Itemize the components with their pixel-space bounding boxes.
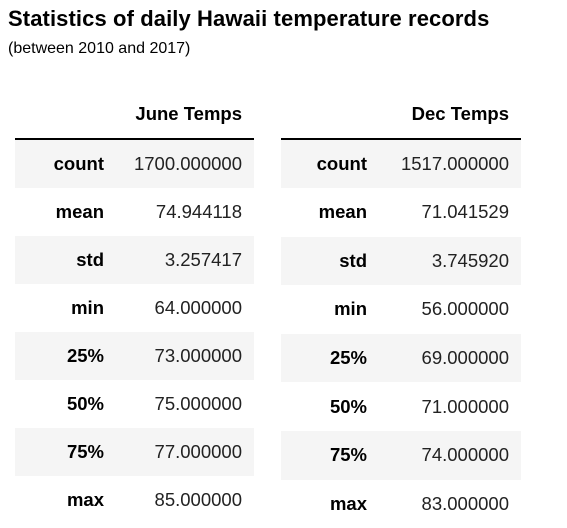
row-value: 71.000000 — [421, 395, 509, 417]
table-row: 25% 73.000000 — [15, 332, 254, 380]
row-label: 50% — [66, 393, 104, 414]
row-value: 64.000000 — [154, 297, 242, 318]
table-header-row: Dec Temps — [281, 90, 521, 140]
row-value: 3.257417 — [104, 236, 254, 284]
column-header: June Temps — [104, 90, 254, 140]
row-label: count — [15, 139, 104, 188]
table-row: count 1517.000000 — [281, 139, 521, 188]
page-subtitle: (between 2010 and 2017) — [8, 40, 191, 57]
column-header: Dec Temps — [367, 90, 521, 140]
row-label: 25% — [281, 333, 367, 383]
table-row: max 85.000000 — [15, 476, 254, 524]
row-label: count — [281, 139, 367, 188]
table-row: std 3.745920 — [281, 236, 521, 286]
row-value: 1700.000000 — [104, 139, 254, 188]
table-header-row: June Temps — [15, 90, 254, 140]
row-value: 74.000000 — [367, 430, 521, 480]
index-header — [281, 90, 367, 140]
table-row: 50% 71.000000 — [281, 382, 521, 431]
june-temps-table: June Temps count 1700.000000 mean 74.944… — [15, 90, 254, 524]
row-label: max — [66, 489, 104, 510]
row-value: 71.041529 — [421, 201, 509, 223]
row-value: 74.944118 — [155, 201, 242, 222]
row-label: min — [334, 298, 367, 320]
index-header — [15, 90, 104, 140]
table-row: mean 74.944118 — [15, 188, 254, 236]
row-label: mean — [318, 201, 367, 223]
row-value: 83.000000 — [421, 492, 509, 514]
page-title: Statistics of daily Hawaii temperature r… — [8, 6, 490, 31]
table-row: 50% 75.000000 — [15, 380, 254, 428]
table-row: 75% 74.000000 — [281, 430, 521, 480]
row-value: 3.745920 — [367, 236, 521, 286]
row-value: 56.000000 — [421, 298, 509, 320]
table-row: min 56.000000 — [281, 285, 521, 334]
row-value: 1517.000000 — [367, 139, 521, 188]
row-value: 69.000000 — [367, 333, 521, 383]
table-row: max 83.000000 — [281, 480, 521, 528]
row-label: 25% — [15, 332, 104, 380]
row-value: 75.000000 — [154, 393, 242, 414]
table-row: min 64.000000 — [15, 284, 254, 332]
row-label: 50% — [329, 395, 367, 417]
row-label: 75% — [281, 430, 367, 480]
table-row: mean 71.041529 — [281, 188, 521, 237]
dec-temps-table: Dec Temps count 1517.000000 mean 71.0415… — [281, 90, 521, 528]
row-value: 77.000000 — [104, 428, 254, 476]
row-label: std — [15, 236, 104, 284]
row-label: mean — [55, 201, 104, 222]
row-value: 73.000000 — [104, 332, 254, 380]
table-row: count 1700.000000 — [15, 139, 254, 188]
row-label: max — [329, 492, 367, 514]
table-row: 25% 69.000000 — [281, 333, 521, 383]
row-label: std — [281, 236, 367, 286]
row-label: min — [71, 297, 104, 318]
table-row: std 3.257417 — [15, 236, 254, 284]
row-value: 85.000000 — [154, 489, 242, 510]
table-row: 75% 77.000000 — [15, 428, 254, 476]
row-label: 75% — [15, 428, 104, 476]
